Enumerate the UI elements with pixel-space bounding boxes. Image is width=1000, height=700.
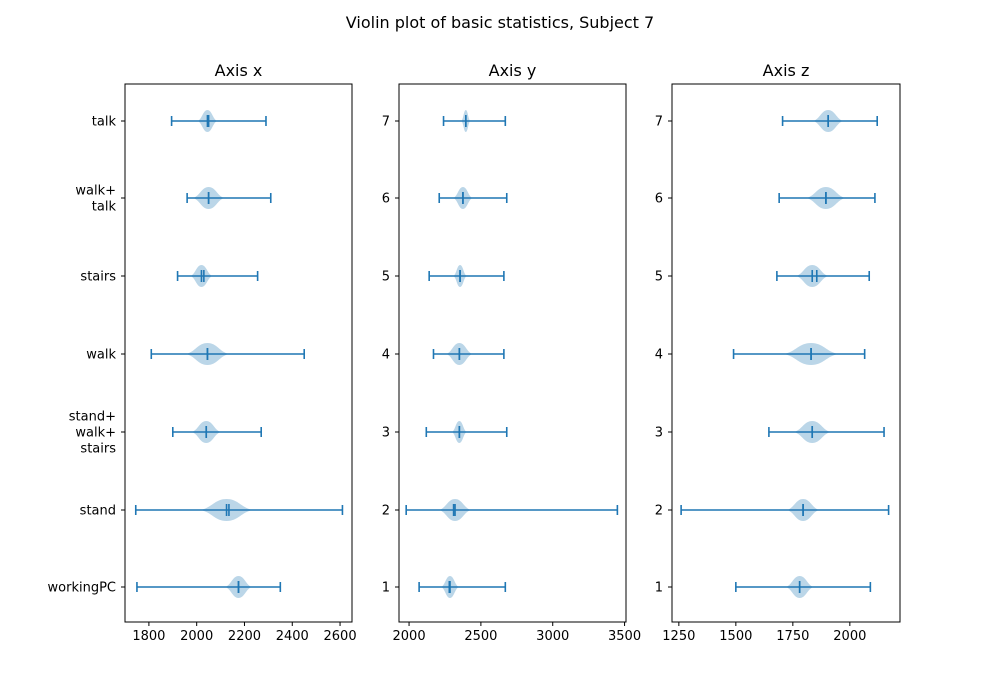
- y-tick-label-line: 3: [382, 426, 390, 441]
- y-tick-label: stand: [80, 504, 116, 519]
- y-tick-label: 5: [655, 270, 663, 285]
- y-tick-label: 3: [655, 426, 663, 441]
- y-tick-label-line: 5: [382, 270, 390, 285]
- violin-group: [735, 576, 872, 598]
- y-tick-label: talk: [92, 115, 117, 130]
- violin-group: [778, 187, 876, 209]
- panel-title: Axis y: [489, 61, 537, 80]
- violin-group: [171, 421, 263, 443]
- y-tick-label: stand+ walk+ stairs: [69, 410, 116, 457]
- violin-group: [405, 499, 619, 521]
- y-tick-label: 2: [382, 504, 390, 519]
- violin-group: [176, 265, 259, 287]
- y-tick-label-line: 7: [655, 115, 663, 130]
- y-tick-label-line: stand: [80, 504, 116, 519]
- y-tick-label: stairs: [80, 270, 116, 285]
- panel-title: Axis z: [763, 61, 810, 80]
- violin-group: [428, 265, 505, 287]
- y-tick-label: walk+ talk: [75, 184, 116, 215]
- x-tick-label: 2000: [180, 629, 213, 644]
- y-tick-label-line: stairs: [80, 442, 116, 457]
- violin-group: [418, 576, 507, 598]
- y-tick-label: 7: [382, 115, 390, 130]
- y-tick-label: 2: [655, 504, 663, 519]
- y-tick-label-line: workingPC: [48, 581, 116, 596]
- axes-frame: [671, 83, 901, 623]
- y-tick-label-line: talk: [92, 115, 117, 130]
- y-tick-label: 3: [382, 426, 390, 441]
- violin-group: [781, 110, 879, 132]
- y-tick-label-line: walk+: [75, 426, 116, 441]
- x-tick-label: 2500: [464, 629, 497, 644]
- chart-panels: Axis x 1800 2000 2200 2400 2600 workingPC stand…: [48, 61, 901, 644]
- violin-group: [438, 187, 508, 209]
- x-tick-label: 2400: [276, 629, 309, 644]
- violin-group: [732, 343, 866, 365]
- x-tick-label: 2200: [228, 629, 261, 644]
- violin-group: [425, 421, 508, 443]
- violin-group: [432, 343, 505, 365]
- y-tick-label: 4: [382, 348, 390, 363]
- y-tick-label-line: 2: [655, 504, 663, 519]
- violin-group: [186, 187, 272, 209]
- x-tick-label: 2000: [833, 629, 866, 644]
- y-tick-label-line: walk+: [75, 184, 116, 199]
- x-tick-label: 1800: [132, 629, 165, 644]
- y-tick-label-line: 1: [382, 581, 390, 596]
- violin-group: [150, 343, 306, 365]
- y-tick-label: walk: [86, 348, 116, 363]
- y-tick-label: 1: [655, 581, 663, 596]
- x-tick-label: 1500: [719, 629, 752, 644]
- violin-group: [776, 265, 871, 287]
- violin-group: [134, 499, 344, 521]
- axes-frame: [124, 83, 353, 623]
- violin-group: [768, 421, 885, 443]
- y-tick-label-line: talk: [92, 200, 117, 215]
- y-tick-label: 4: [655, 348, 663, 363]
- violin-group: [136, 576, 282, 598]
- x-tick-label: 3500: [608, 629, 641, 644]
- y-tick-label-line: 2: [382, 504, 390, 519]
- violin-group: [680, 499, 890, 521]
- y-tick-label-line: 6: [655, 192, 663, 207]
- x-tick-label: 1750: [776, 629, 809, 644]
- y-tick-label-line: 1: [655, 581, 663, 596]
- chart-title: Violin plot of basic statistics, Subject…: [346, 13, 654, 32]
- panel-3: Axis z 1250 1500 1750 2000 1 2 3 4 5 6 7: [655, 61, 901, 644]
- x-tick-label: 2000: [393, 629, 426, 644]
- x-tick-label: 2600: [324, 629, 357, 644]
- panel-2: Axis y 2000 2500 3000 3500 1 2 3 4 5 6 7: [382, 61, 641, 644]
- y-tick-label-line: stand+: [69, 410, 116, 425]
- violin-group: [170, 110, 267, 132]
- y-tick-label: 1: [382, 581, 390, 596]
- y-tick-label: 5: [382, 270, 390, 285]
- y-tick-label-line: 5: [655, 270, 663, 285]
- y-tick-label-line: walk: [86, 348, 116, 363]
- y-tick-label: 6: [655, 192, 663, 207]
- axes-frame: [398, 83, 627, 623]
- violin-group: [442, 110, 507, 132]
- y-tick-label: 7: [655, 115, 663, 130]
- y-tick-label-line: 4: [382, 348, 390, 363]
- y-tick-label-line: 3: [655, 426, 663, 441]
- panel-title: Axis x: [215, 61, 263, 80]
- y-tick-label: 6: [382, 192, 390, 207]
- y-tick-label-line: 7: [382, 115, 390, 130]
- y-tick-label-line: 4: [655, 348, 663, 363]
- panel-1: Axis x 1800 2000 2200 2400 2600 workingPC stand…: [48, 61, 357, 644]
- x-tick-label: 3000: [536, 629, 569, 644]
- y-tick-label-line: stairs: [80, 270, 116, 285]
- y-tick-label-line: 6: [382, 192, 390, 207]
- x-tick-label: 1250: [662, 629, 695, 644]
- y-tick-label: workingPC: [48, 581, 116, 596]
